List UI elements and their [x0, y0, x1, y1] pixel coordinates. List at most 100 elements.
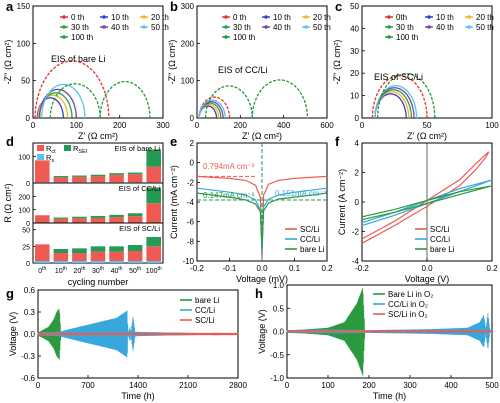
legend-marker	[427, 25, 431, 29]
eis-annotation: EIS of SC/Li	[374, 72, 423, 82]
legend-marker	[224, 25, 228, 29]
y-axis-label: -Z'' (Ω cm²)	[332, 40, 342, 85]
legend-label: 10 th	[111, 13, 129, 22]
series-line-40th	[38, 88, 77, 119]
x-tick-label: -0.1	[223, 264, 237, 273]
y-tick-label: 0	[26, 221, 30, 228]
y-tick-label: -8	[187, 237, 195, 246]
panel-d: 0 100 EIS of bare Li 0 100 200 EIS of CC/Li 0 25…	[3, 142, 164, 287]
x-tick-label: 200	[113, 121, 127, 130]
plot-frame	[32, 5, 164, 119]
y-tick-label: 2	[355, 169, 360, 178]
series-line-100th	[205, 85, 253, 119]
legend-label: SC/Li	[300, 225, 320, 234]
legend-marker	[387, 35, 391, 39]
y-tick-label: 200	[18, 194, 30, 201]
y-tick-label: 0	[26, 261, 30, 268]
x-axis-label: Z' (Ω cm²)	[242, 131, 282, 141]
bar-rct	[109, 174, 124, 183]
x-tick-label: 2800	[229, 381, 247, 390]
series-line-50th	[41, 83, 86, 119]
x-tick-label: 0.2	[486, 264, 498, 273]
subplot-label: EIS of CC/Li	[119, 184, 161, 193]
panel-f: -0.2 0.0 0.2 -4 -2 0 2 4 Voltage (V) Current (A c…	[337, 139, 498, 284]
legend-label: 100 th	[233, 33, 255, 42]
y-tick-label: 0	[355, 114, 360, 123]
legend-label: 40 th	[273, 23, 291, 32]
subplot-label: EIS of SC/Li	[119, 224, 160, 233]
bar-rsei	[146, 237, 161, 247]
y-tick-label: 200	[181, 39, 195, 48]
y-axis-label: Voltage (V)	[257, 309, 267, 354]
panel-a: 0 100 200 300 0 50 100 150 Z' (Ω cm²) -Z'' (Ω cm²…	[3, 2, 170, 141]
legend-marker	[62, 35, 66, 39]
bar-rct	[127, 251, 143, 261]
bar-rct	[53, 218, 69, 223]
legend-marker	[387, 15, 391, 19]
x-tick-label: -0.2	[355, 264, 369, 273]
bar-rct	[127, 216, 143, 223]
legend-label: 10 th	[273, 13, 291, 22]
panel-label-f: f	[335, 134, 340, 149]
legend-marker	[102, 25, 106, 29]
bar-rsei	[109, 246, 124, 252]
y-tick-label: 100	[17, 39, 31, 48]
x-tick-label: 100	[70, 121, 84, 130]
y-tick-label: 4	[355, 139, 360, 148]
bar-rct	[53, 253, 69, 261]
bar-rs	[127, 261, 143, 263]
legend-label: 20 th	[313, 13, 331, 22]
series-line-0th	[34, 60, 110, 119]
legend-label: CC/Li	[300, 235, 320, 244]
bar-rsei	[53, 176, 69, 178]
x-tick-label: 0	[31, 121, 36, 130]
bar-rsei	[90, 246, 106, 252]
x-tick-label: 100	[321, 381, 335, 390]
panel-label-h: h	[255, 286, 263, 301]
x-tick-label: 50	[423, 121, 432, 130]
plot-frame	[361, 5, 493, 119]
x-axis-label: Voltage (mV)	[236, 274, 288, 284]
legend-marker	[224, 15, 228, 19]
series-line-bareLi	[361, 185, 493, 221]
eis-annotation: EIS of CC/Li	[218, 65, 268, 75]
legend-marker	[467, 15, 471, 19]
y-tick-label: 30	[350, 47, 359, 56]
x-tick-label: 0th	[38, 266, 46, 275]
series-line-20th	[37, 94, 69, 119]
legend-marker	[142, 25, 146, 29]
legend-label: 0 th	[233, 13, 246, 22]
y-axis-label: Current (mA cm⁻²)	[169, 165, 179, 239]
x-axis-label: Time (h)	[121, 391, 154, 401]
bar-rs	[53, 261, 69, 263]
y-tick-label: 150	[17, 2, 31, 11]
legend-label: bare Li	[300, 245, 325, 254]
y-tick-label: 300	[181, 2, 195, 11]
panel-g: 0 700 1400 2100 2800 -0.6 -0.3 0.0 0.3 0.6 Time (h…	[8, 286, 247, 401]
legend-label: CC/Li	[195, 306, 215, 315]
x-tick-label: 10th	[55, 266, 67, 275]
bar-rsei	[53, 217, 69, 219]
x-tick-label: 50th	[129, 266, 141, 275]
legend-marker	[62, 15, 66, 19]
x-tick-label: 0	[285, 381, 290, 390]
legend-label: 50 th	[476, 23, 494, 32]
x-tick-label: 0	[360, 121, 365, 130]
y-axis-label: R (Ω cm²)	[3, 183, 13, 222]
x-tick-label: 200	[362, 381, 376, 390]
bar-rct	[53, 177, 69, 183]
bar-rct	[146, 246, 161, 261]
legend-marker	[264, 15, 268, 19]
series-line-0th	[371, 75, 428, 119]
y-tick-label: 20	[350, 69, 359, 78]
y-tick-label: 25	[22, 244, 30, 251]
x-tick-label: 0.0	[256, 264, 268, 273]
legend-swatch	[37, 145, 44, 151]
legend-label: SC/Li in O₂	[388, 310, 428, 319]
panel-label-d: d	[6, 134, 14, 149]
legend-label: SC/Li	[430, 225, 450, 234]
y-tick-label: -4	[187, 198, 195, 207]
y-tick-label: 50	[350, 2, 359, 11]
legend-label: 0 th	[71, 13, 84, 22]
